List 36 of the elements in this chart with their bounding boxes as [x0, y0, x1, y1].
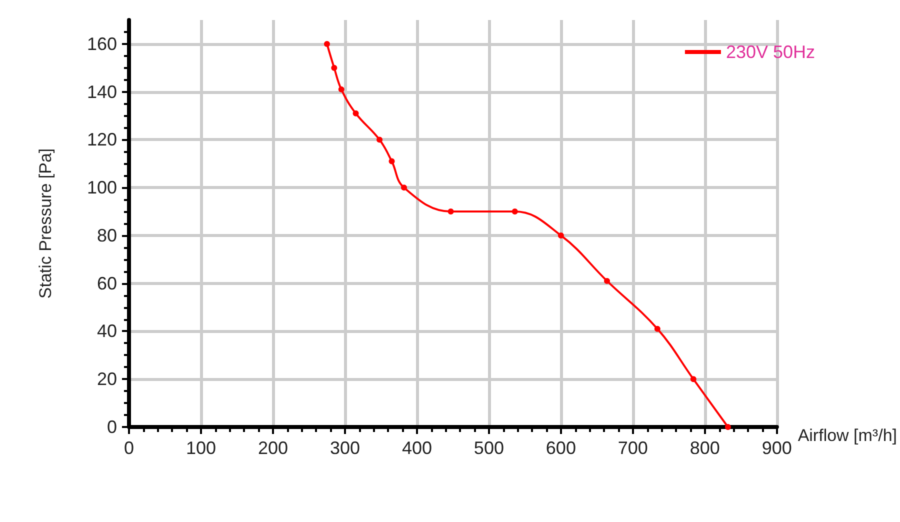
point	[690, 376, 696, 382]
y-tick-label: 60	[96, 273, 117, 294]
y-tick-label: 0	[106, 417, 117, 437]
x-tick-label: 400	[402, 438, 432, 458]
point	[331, 64, 338, 71]
point	[338, 86, 344, 92]
point	[376, 136, 383, 143]
x-tick-label: 500	[474, 438, 504, 458]
y-tick-label: 20	[96, 369, 117, 390]
x-tick-label: 100	[186, 438, 216, 458]
point	[388, 158, 395, 164]
point	[324, 40, 330, 47]
x-tick-label: 900	[762, 438, 792, 458]
y-tick-label: 40	[96, 321, 117, 342]
x-tick-label: 0	[124, 438, 134, 458]
point	[558, 232, 564, 238]
x-tick-label: 600	[546, 438, 576, 458]
x-axis-title: Airflow [m³/h]	[798, 426, 897, 445]
x-tick-label: 800	[690, 438, 720, 458]
x-tick-label: 300	[330, 438, 360, 458]
point	[604, 278, 610, 284]
y-tick-label: 100	[86, 178, 117, 198]
point	[654, 326, 660, 332]
point	[401, 184, 407, 191]
y-tick-label: 80	[96, 225, 117, 246]
x-tick-label: 700	[618, 438, 648, 458]
point	[352, 110, 359, 116]
legend-label: 230V 50Hz	[726, 42, 816, 62]
y-axis-title: Static Pressure [Pa]	[36, 148, 55, 299]
y-tick-label: 160	[86, 34, 117, 54]
x-tick-label: 200	[258, 438, 288, 458]
point	[724, 424, 731, 430]
y-tick-label: 140	[86, 82, 117, 102]
point	[448, 208, 454, 215]
point	[512, 208, 518, 215]
y-tick-label: 120	[86, 130, 117, 150]
